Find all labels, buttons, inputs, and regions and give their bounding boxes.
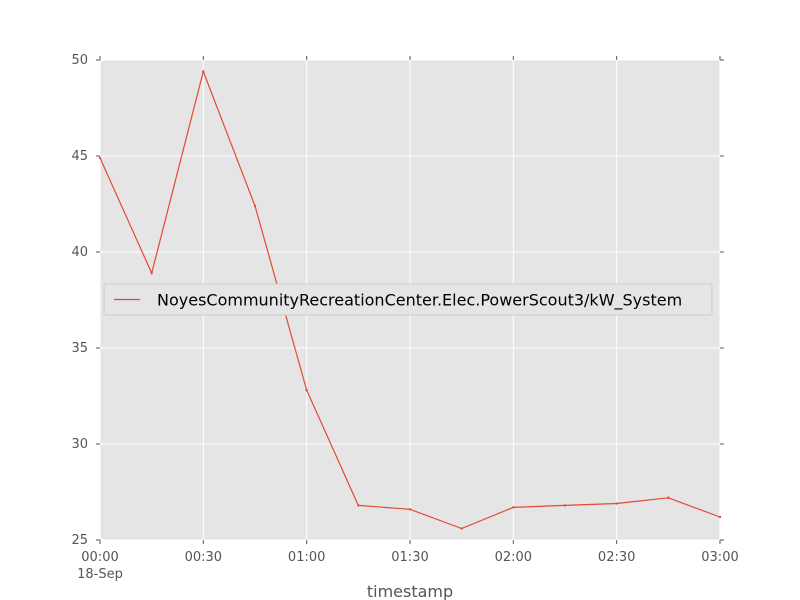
data-point bbox=[460, 527, 463, 530]
x-tick-label: 00:30 bbox=[185, 550, 222, 565]
y-tick-label: 50 bbox=[71, 53, 88, 68]
data-point bbox=[253, 204, 257, 208]
x-tick-label: 02:30 bbox=[598, 550, 635, 565]
data-point bbox=[615, 502, 618, 505]
y-tick-label: 30 bbox=[71, 437, 88, 452]
axes: 25 30 35 40 45 50 00:00 00:30 01:00 01:30 02:00 02:… bbox=[71, 53, 738, 582]
legend: NoyesCommunityRecreationCenter.Elec.Powe… bbox=[103, 283, 713, 316]
data-point bbox=[667, 496, 670, 499]
data-point bbox=[202, 70, 205, 73]
y-tick-label: 25 bbox=[71, 533, 88, 548]
x-tick-label: 01:00 bbox=[288, 550, 325, 565]
y-tick-label: 45 bbox=[71, 149, 88, 164]
data-point bbox=[305, 389, 308, 392]
data-point bbox=[98, 156, 102, 160]
data-point bbox=[563, 504, 567, 507]
legend-label: NoyesCommunityRecreationCenter.Elec.Powe… bbox=[157, 291, 682, 311]
legend-box bbox=[103, 283, 713, 316]
data-point bbox=[718, 515, 722, 519]
data-point bbox=[512, 506, 515, 509]
x-tick-label: 01:30 bbox=[391, 550, 428, 565]
data-point bbox=[408, 508, 412, 511]
x-date-label: 18-Sep bbox=[77, 567, 123, 582]
x-tick-label: 02:00 bbox=[495, 550, 532, 565]
series-layer bbox=[98, 69, 722, 530]
x-tick-label: 03:00 bbox=[701, 550, 738, 565]
data-point bbox=[357, 504, 360, 507]
data-point bbox=[150, 271, 153, 275]
x-tick-label: 00:00 bbox=[81, 550, 118, 565]
x-axis-label: timestamp bbox=[367, 582, 453, 600]
y-tick-label: 35 bbox=[71, 341, 88, 356]
y-tick-label: 40 bbox=[71, 245, 88, 260]
